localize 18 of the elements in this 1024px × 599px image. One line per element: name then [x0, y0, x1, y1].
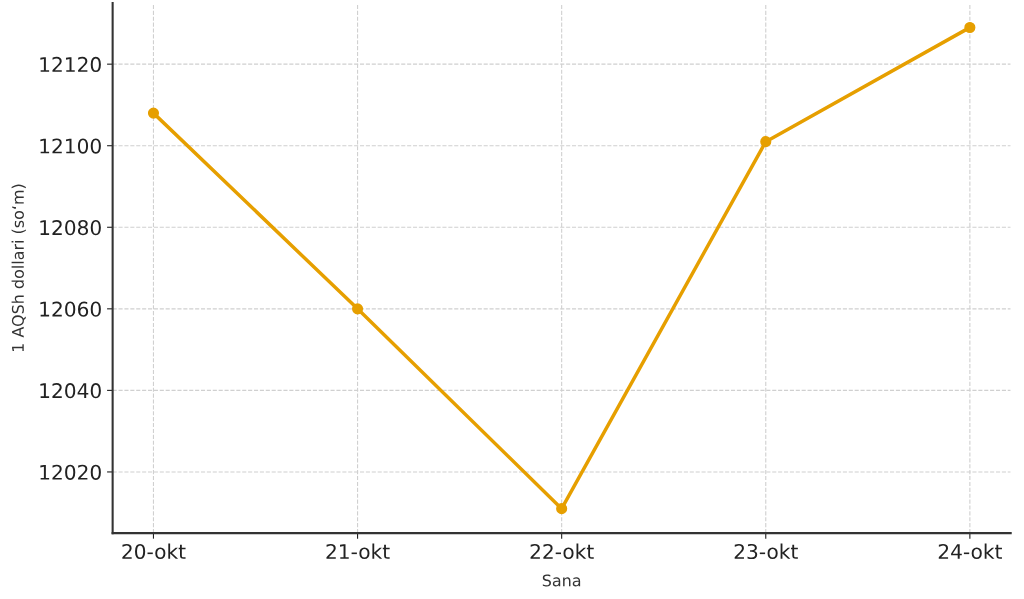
point	[760, 136, 772, 148]
y-tick-label: 12080	[40, 219, 101, 236]
point	[147, 107, 160, 119]
y-tick-label: 12060	[40, 301, 101, 317]
y-tick-label: 12120	[40, 56, 101, 73]
point	[556, 503, 568, 515]
x-tick-label: 20-okt	[122, 543, 186, 560]
y-tick-label: 12100	[40, 138, 101, 154]
x-axis-title: Sana	[542, 574, 581, 587]
point	[352, 303, 364, 315]
x-tick-label: 21-okt	[326, 543, 390, 560]
y-tick-label: 12020	[40, 464, 101, 480]
x-tick-label: 24-okt	[938, 543, 1002, 560]
x-tick-label: 23-okt	[734, 543, 798, 560]
y-tick-label: 12040	[40, 383, 101, 399]
y-axis-title: 1 AQSh dollari (so‘m)	[11, 184, 26, 352]
point	[964, 21, 976, 34]
x-tick-label: 22-okt	[530, 543, 594, 560]
